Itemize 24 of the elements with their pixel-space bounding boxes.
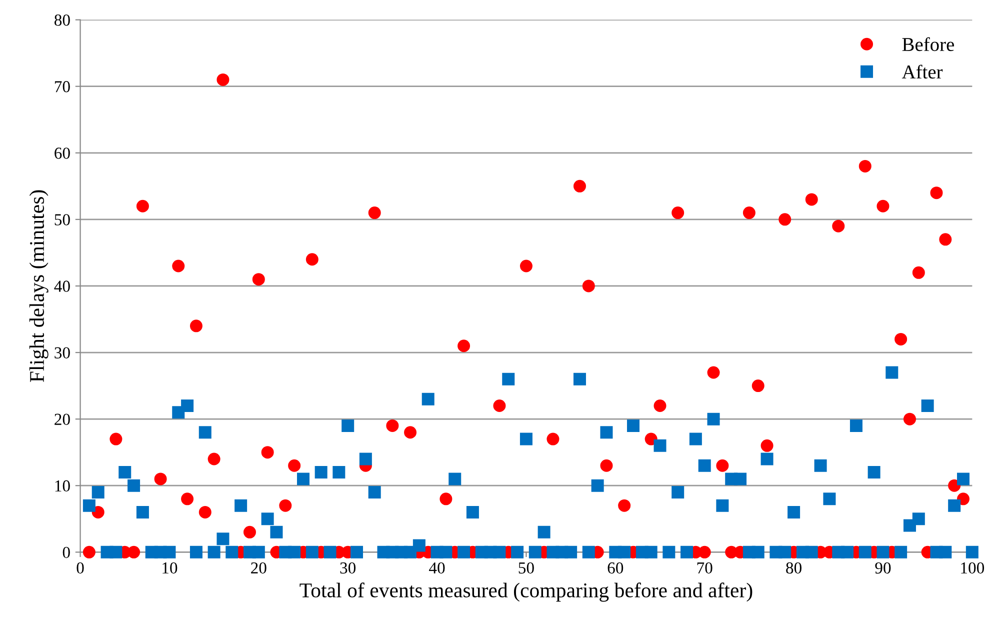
y-tick-label: 30: [54, 347, 70, 358]
y-axis-title: Flight delays (minutes): [29, 190, 48, 382]
y-tick-label: 40: [54, 280, 70, 292]
x-axis-title: Total of events measured (comparing before and after): [300, 582, 752, 602]
legend-label: After: [902, 64, 943, 79]
x-tick-label: 100: [961, 562, 984, 574]
x-tick-label: 50: [518, 562, 534, 574]
x-tick-label: 60: [608, 562, 624, 574]
y-tick-label: 20: [54, 414, 70, 426]
legend-label: Before: [902, 37, 954, 52]
x-tick-label: 0: [76, 562, 84, 574]
x-tick-label: 70: [697, 562, 712, 574]
x-tick-label: 80: [786, 562, 802, 574]
x-tick-label: 30: [340, 562, 356, 574]
y-tick-label: 60: [54, 148, 70, 159]
x-tick-label: 40: [429, 562, 445, 574]
y-tick-label: 70: [54, 81, 70, 92]
y-tick-label: 10: [55, 480, 70, 492]
y-tick-label: 80: [54, 14, 70, 26]
y-tick-label: 0: [62, 546, 70, 558]
y-tick-label: 50: [54, 214, 70, 226]
x-tick-label: 10: [162, 562, 178, 574]
x-tick-label: 20: [251, 562, 266, 574]
x-tick-label: 90: [875, 562, 891, 574]
